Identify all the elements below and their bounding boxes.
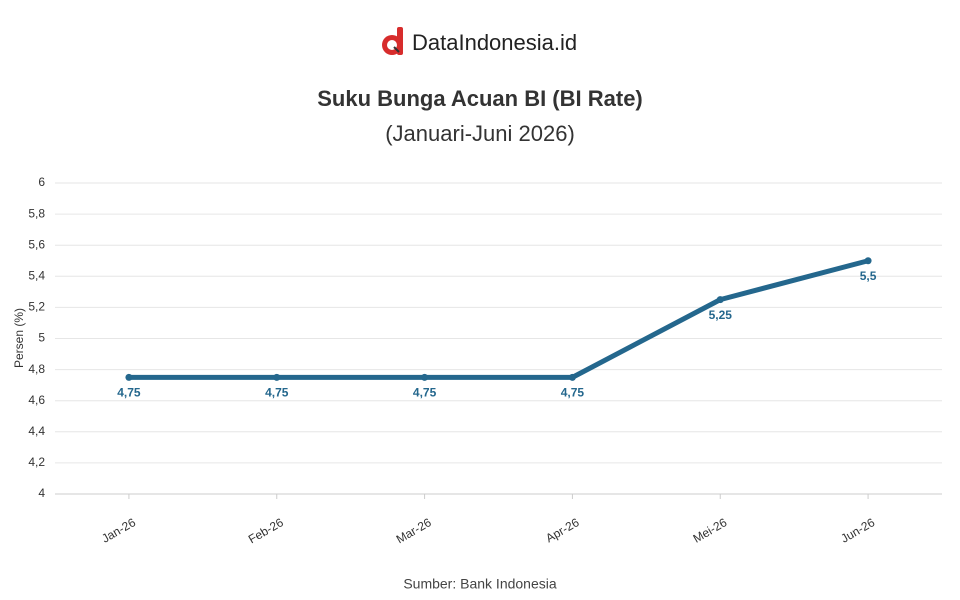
x-tick-label: Jan-26 — [99, 515, 138, 546]
chart-subtitle: (Januari-Juni 2026) — [385, 121, 575, 146]
data-label: 4,75 — [561, 386, 585, 400]
y-tick-label: 5,4 — [28, 268, 45, 282]
point — [273, 373, 281, 381]
x-tick-label: Apr-26 — [543, 515, 581, 545]
point — [421, 373, 429, 381]
data-label: 5,5 — [860, 269, 877, 283]
y-axis-label: Persen (%) — [12, 308, 26, 368]
y-tick-label: 5,8 — [28, 206, 45, 220]
y-tick-label: 4,4 — [28, 424, 45, 438]
data-label: 4,75 — [117, 386, 141, 400]
y-tick-label: 5,6 — [28, 237, 45, 251]
brand: DataIndonesia.id — [412, 30, 577, 55]
point — [568, 373, 576, 381]
y-tick-label: 6 — [38, 175, 45, 189]
x-tick-label: Mar-26 — [394, 515, 434, 546]
point — [125, 373, 133, 381]
data-label: 5,25 — [709, 308, 733, 322]
y-tick-label: 4,8 — [28, 362, 45, 376]
brand-logo — [382, 27, 403, 55]
y-tick-label: 4,6 — [28, 393, 45, 407]
data-label: 4,75 — [413, 386, 437, 400]
y-tick-label: 4,2 — [28, 455, 45, 469]
point — [864, 257, 872, 265]
source: Sumber: Bank Indonesia — [403, 576, 557, 592]
line — [128, 258, 869, 380]
x-tick-label: Feb-26 — [246, 515, 286, 546]
x-tick-label: Jun-26 — [838, 515, 877, 546]
y-tick-label: 5 — [38, 331, 45, 345]
chart-title: Suku Bunga Acuan BI (BI Rate) — [317, 86, 643, 111]
y-tick-label: 5,2 — [28, 300, 45, 314]
x-tick-label: Mei-26 — [691, 515, 730, 546]
data-label: 4,75 — [265, 386, 289, 400]
y-tick-label: 4 — [38, 486, 45, 500]
point — [716, 296, 724, 304]
